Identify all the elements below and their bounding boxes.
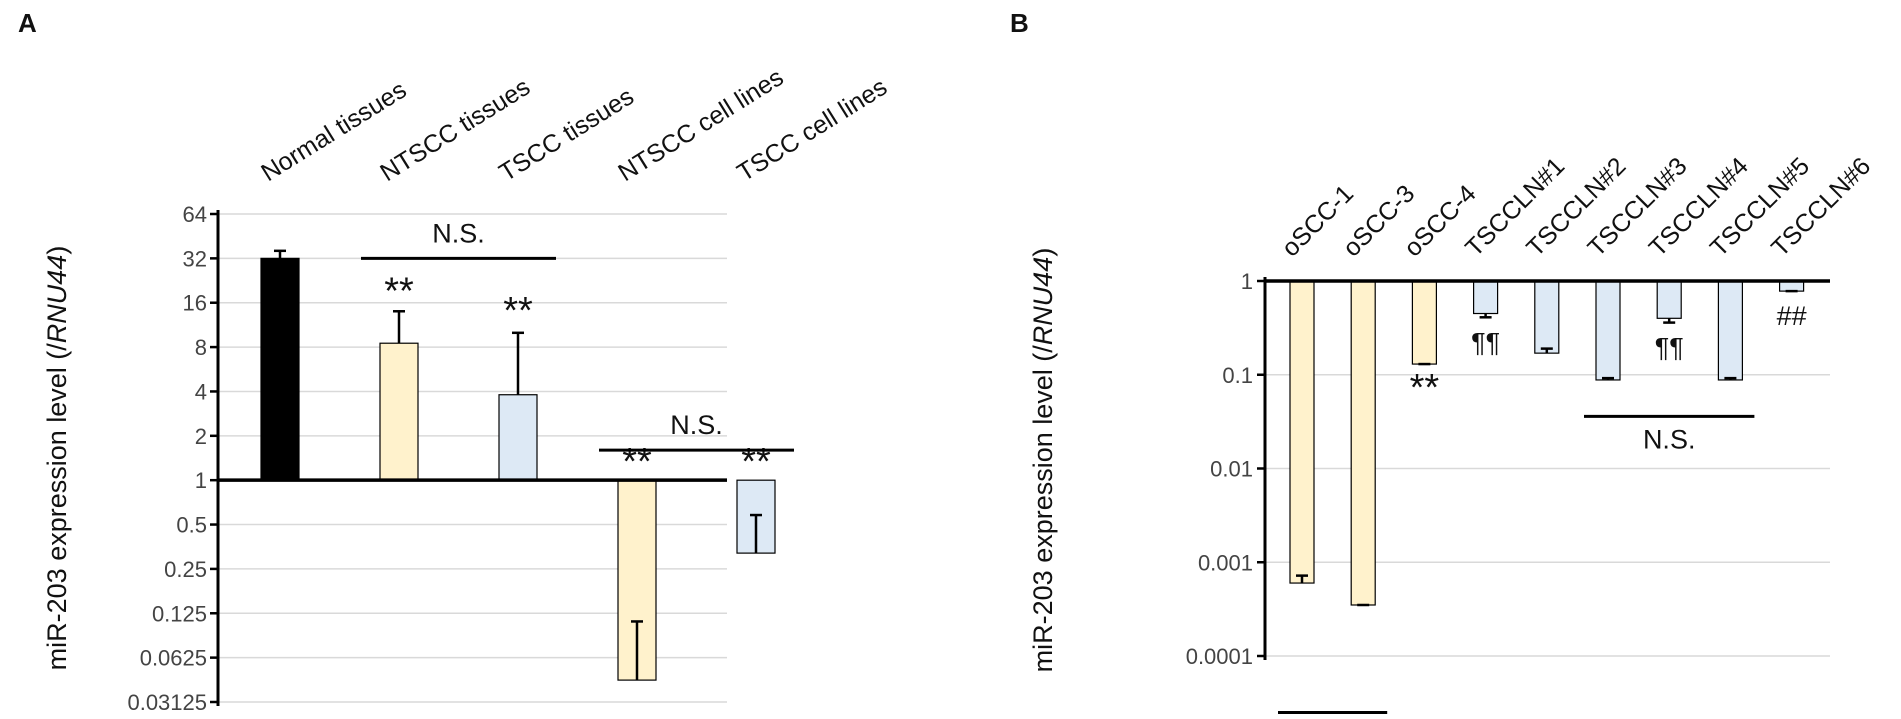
bar	[617, 479, 657, 681]
significance-marker: ¶¶	[1471, 327, 1500, 357]
bracket-label: N.S.	[1643, 424, 1696, 454]
bar	[260, 257, 300, 481]
bar	[1472, 280, 1499, 315]
y-tick-label: 0.1	[1222, 363, 1253, 388]
y-tick-label: 1	[1241, 269, 1253, 294]
significance-marker: **	[384, 270, 414, 312]
y-tick-label: 0.01	[1210, 457, 1253, 482]
y-tick-label: 0.125	[152, 601, 207, 626]
y-tick-label: 0.5	[176, 513, 207, 538]
y-tick-label: 0.25	[164, 557, 207, 582]
y-tick-label: 4	[195, 379, 207, 404]
bar	[1717, 280, 1744, 381]
y-tick-label: 32	[183, 246, 207, 271]
bar	[1289, 280, 1315, 584]
bracket-label: N.S.	[670, 410, 723, 440]
y-tick-label: 0.001	[1198, 550, 1253, 575]
y-tick-label: 1	[195, 468, 207, 493]
y-tick-label: 16	[183, 291, 207, 316]
y-tick-label: 0.0625	[140, 646, 207, 671]
bar	[1595, 280, 1621, 381]
significance-marker: ##	[1777, 301, 1807, 331]
panel-letter: A	[18, 8, 37, 38]
significance-marker: **	[741, 441, 771, 483]
panel-letter: B	[1010, 8, 1029, 38]
y-axis-label: miR-203 expression level (/RNU44)	[42, 246, 72, 671]
y-tick-label: 2	[195, 424, 207, 449]
y-tick-label: 0.0001	[1186, 644, 1253, 669]
panel-a: A 64 32 16 8 4 2 1 0.5 0.25 0.125 0.0625 0.03125 miR-…	[18, 8, 892, 715]
significance-marker: **	[1410, 367, 1440, 409]
bar	[1534, 280, 1560, 354]
significance-marker: **	[622, 441, 652, 483]
bar	[1350, 280, 1376, 606]
y-tick-label: 8	[195, 335, 207, 360]
panel-b: B 1 0.1 0.01 0.001 0.0001 miR-203 expression l…	[1010, 8, 1876, 714]
significance-marker: ¶¶	[1655, 333, 1684, 363]
bar	[379, 342, 419, 481]
significance-marker: **	[503, 290, 533, 332]
bar	[1656, 280, 1682, 319]
bar	[498, 394, 538, 481]
y-tick-label: 64	[183, 202, 207, 227]
y-axis-label: miR-203 expression level (/RNU44)	[1028, 248, 1058, 673]
bar	[1411, 280, 1438, 365]
bracket-label: N.S.	[432, 218, 485, 248]
y-tick-label: 0.03125	[127, 690, 207, 715]
